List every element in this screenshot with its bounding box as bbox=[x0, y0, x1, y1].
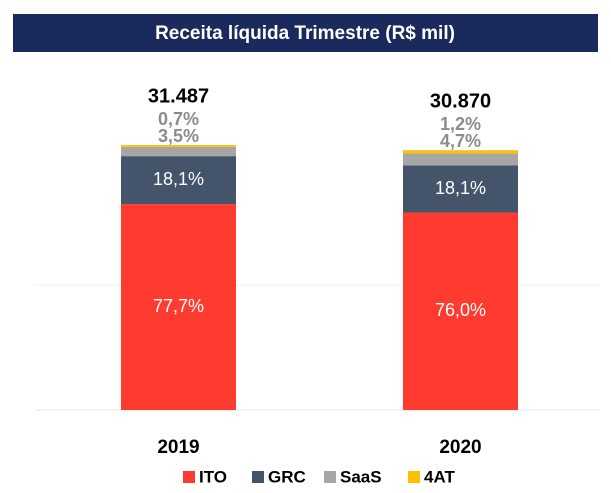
legend-label: ITO bbox=[199, 467, 227, 486]
bar-segment bbox=[403, 212, 518, 410]
title-banner bbox=[13, 14, 598, 52]
data-label: 0,7% bbox=[158, 109, 199, 129]
data-label: 76,0% bbox=[435, 300, 486, 320]
data-label: 3,5% bbox=[158, 126, 199, 146]
bar-segment bbox=[403, 165, 518, 213]
data-label: 1,2% bbox=[440, 114, 481, 134]
legend-swatch bbox=[324, 471, 336, 483]
bar-segment bbox=[121, 204, 236, 410]
chart-title: Receita líquida Trimestre (R$ mil) bbox=[155, 23, 455, 44]
x-tick-label: 2020 bbox=[439, 437, 481, 458]
data-label: 4,7% bbox=[440, 131, 481, 151]
legend-swatch bbox=[252, 471, 264, 483]
data-label: 18,1% bbox=[153, 169, 204, 189]
bar-segment bbox=[403, 153, 518, 166]
bar-segment bbox=[403, 150, 518, 154]
legend-label: 4AT bbox=[424, 467, 455, 486]
legend-swatch bbox=[408, 471, 420, 483]
legend-label: SaaS bbox=[340, 467, 382, 486]
total-label: 31.487 bbox=[148, 85, 209, 107]
x-tick-label: 2019 bbox=[157, 437, 199, 458]
legend-label: GRC bbox=[268, 467, 306, 486]
data-label: 77,7% bbox=[153, 296, 204, 316]
bar-segment bbox=[121, 156, 236, 205]
data-label: 18,1% bbox=[435, 178, 486, 198]
legend-swatch bbox=[183, 471, 195, 483]
bar-segment bbox=[121, 146, 236, 157]
total-label: 30.870 bbox=[430, 90, 491, 112]
bar-segment bbox=[121, 145, 236, 147]
